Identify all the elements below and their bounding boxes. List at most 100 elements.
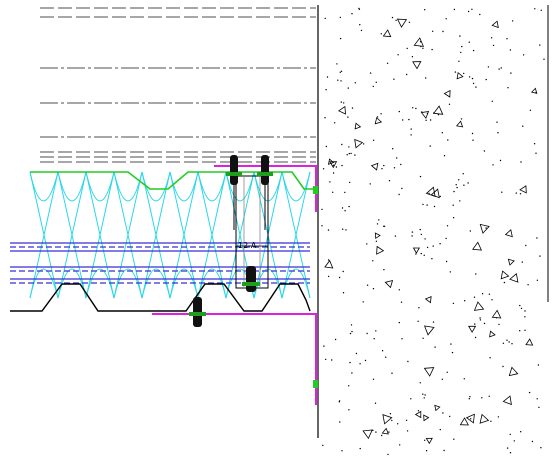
aggregate-dot [348,205,350,208]
aggregate-dot [322,168,325,170]
aggregate-dot [372,139,375,141]
aggregate-dot [410,134,412,136]
aggregate-dot [406,73,408,76]
aggregate-dot [426,204,428,206]
aggregate-dot [433,205,436,208]
aggregate-dot [479,319,482,321]
aggregate-dot [422,393,424,395]
aggregate-dot [520,307,523,310]
aggregate-dot [324,117,326,119]
aggregate-dot [354,154,356,156]
aggregate-dot [524,316,526,318]
aggregate-dot [339,71,341,74]
aggregate-dot [322,444,324,447]
aggregate-triangle [324,259,334,269]
aggregate-dot [363,143,365,145]
aggregate-dot [543,58,545,60]
aggregate-dot [388,431,390,433]
aggregate-dot [349,181,351,184]
aggregate-dot [350,324,353,326]
aggregate-dot [327,259,330,261]
aggregate-triangle [354,138,364,149]
aggregate-triangle [519,185,527,194]
aggregate-triangle [468,325,477,333]
upper-gray-lines [40,7,316,163]
aggregate-dot [510,72,512,74]
aggregate-dot [332,191,334,193]
aggregate-dot [381,434,383,437]
aggregate-dot [473,296,476,298]
aggregate-dot [326,76,329,78]
aggregate-dot [537,364,540,366]
aggregate-dot [462,173,464,175]
aggregate-triangle [489,330,496,338]
aggregate-dot [415,253,417,255]
aggregate-dot [386,62,389,64]
aggregate-dot [475,86,477,88]
aggregate-dot [398,289,400,291]
aggregate-dot [498,323,500,326]
aggregate-dot [372,85,374,88]
aggregate-dot [369,72,372,74]
aggregate-dot [383,164,385,167]
fastener-bottom [189,297,206,327]
aggregate-dot [374,402,377,404]
aggregate-dot [324,17,326,20]
aggregate-dot [383,269,385,271]
aggregate-dot [393,78,395,80]
aggregate-dot [452,302,455,305]
concrete-wall [317,5,549,456]
fastener-left [226,155,242,230]
aggregate-dot [380,113,382,115]
aggregate-dot [376,223,379,225]
aggregate-dot [372,260,374,262]
aggregate-dot [401,187,403,190]
aggregate-dot [344,191,346,194]
aggregate-dot [458,179,460,181]
aggregate-triangle [425,186,436,198]
aggregate-dot [423,254,425,256]
aggregate-dot [431,48,433,51]
aggregate-dot [439,243,441,245]
aggregate-dot [468,41,470,43]
aggregate-dot [490,420,492,422]
aggregate-dot [472,139,474,141]
aggregate-triangle [370,162,379,171]
aggregate-dot [342,270,344,273]
aggregate-dot [454,71,457,73]
aggregate-dot [442,412,444,414]
aggregate-dot [445,18,447,20]
aggregate-dot [441,378,443,380]
aggregate-dot [375,431,377,433]
aggregate-dot [467,10,470,13]
aggregate-dot [429,145,431,147]
aggregate-dot [469,396,471,398]
aggregate-dot [350,152,352,155]
aggregate-dot [432,245,434,247]
aggregate-dot [539,255,541,257]
aggregate-dot [340,70,343,73]
aggregate-dot [470,418,472,420]
aggregate-dot [474,336,477,339]
aggregate-dot [325,358,327,361]
aggregate-dot [366,284,369,286]
aggregate-dot [381,350,384,352]
aggregate-dot [432,30,434,32]
aggregate-triangle [473,301,485,311]
aggregate-dot [469,230,471,232]
aggregate-dot [397,54,399,56]
aggregate-triangle [414,410,422,419]
aggregate-dot [337,79,339,81]
aggregate-dot [372,378,375,380]
aggregate-dot [348,152,350,155]
aggregate-dot [341,450,343,452]
aggregate-dot [349,361,351,364]
aggregate-dot [422,337,424,339]
aggregate-triangle [491,20,499,29]
aggregate-dot [511,20,514,22]
aggregate-dot [483,322,486,325]
aggregate-dot [360,29,363,32]
aggregate-dot [334,122,336,124]
aggregate-dot [362,301,364,303]
aggregate-dot [332,164,335,166]
